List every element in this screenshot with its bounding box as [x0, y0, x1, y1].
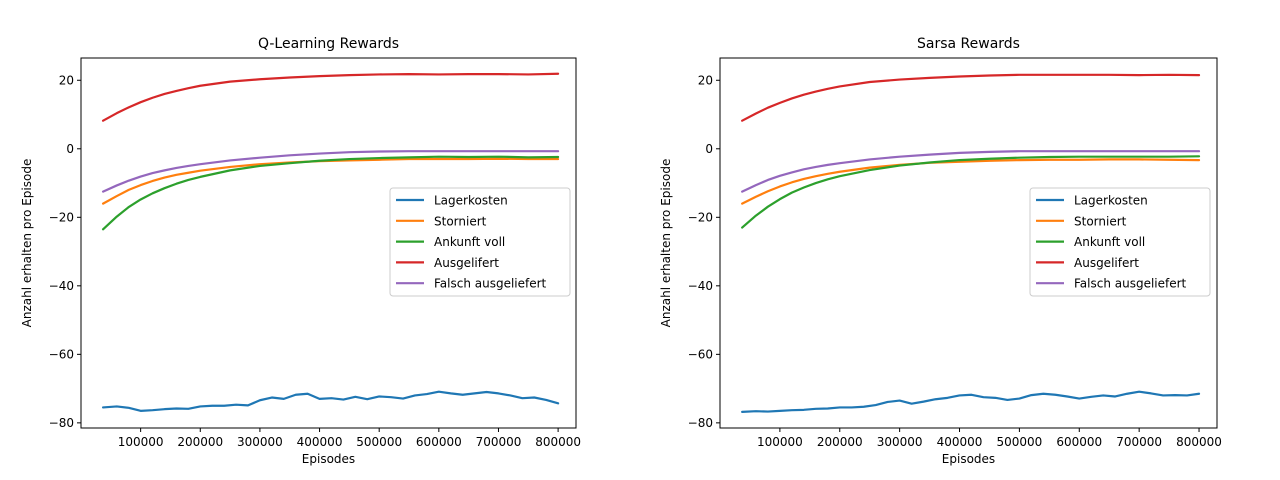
legend-entry-storniert: Storniert — [434, 214, 487, 228]
y-tick-label: −80 — [49, 416, 74, 430]
x-tick-label: 600000 — [416, 435, 462, 449]
y-tick-label: 20 — [698, 73, 713, 87]
x-tick-label: 300000 — [877, 435, 923, 449]
legend-entry-falsch-ausgeliefert: Falsch ausgeliefert — [434, 277, 547, 291]
x-axis-label: Episodes — [942, 452, 995, 466]
series-line-lagerkosten — [741, 390, 1201, 413]
x-axis-label: Episodes — [302, 452, 355, 466]
y-tick-label: −60 — [688, 347, 713, 361]
x-tick-label: 500000 — [356, 435, 402, 449]
legend-entry-falsch-ausgeliefert: Falsch ausgeliefert — [1074, 277, 1187, 291]
y-axis-label: Anzahl erhalten pro Episode — [659, 159, 673, 328]
series-lines — [101, 72, 560, 412]
series-line-falsch-ausgeliefert — [741, 150, 1201, 193]
legend-entry-lagerkosten: Lagerkosten — [1074, 194, 1148, 208]
y-axis-label: Anzahl erhalten pro Episode — [20, 159, 34, 328]
x-tick-label: 700000 — [476, 435, 522, 449]
chart-panel-1: 100000 200000 300000 400000 500000 600000 7000… — [20, 36, 581, 466]
y-tick-label: −40 — [49, 279, 74, 293]
x-tick-label: 300000 — [237, 435, 283, 449]
y-tick-label: 0 — [66, 142, 74, 156]
series-lines — [741, 73, 1201, 413]
series-line-ankunft-voll — [101, 155, 560, 231]
chart-title: Q-Learning Rewards — [258, 36, 399, 52]
y-tick-label: −40 — [688, 279, 713, 293]
series-line-ausgelifert — [741, 73, 1201, 122]
x-tick-label: 800000 — [535, 435, 581, 449]
legend-box — [389, 187, 571, 297]
y-tick-label: −20 — [49, 210, 74, 224]
legend-entry-ausgelifert: Ausgelifert — [1074, 256, 1139, 270]
x-tick-label: 200000 — [177, 435, 223, 449]
y-tick-label: −20 — [688, 210, 713, 224]
legend-entry-ankunft-voll: Ankunft voll — [1074, 235, 1145, 249]
legend-box — [1029, 187, 1211, 297]
series-line-ausgelifert — [101, 72, 560, 122]
y-tick-label: 20 — [59, 73, 74, 87]
axes-frame — [719, 57, 1218, 429]
axes-frame — [80, 57, 577, 429]
chart-title: Sarsa Rewards — [917, 36, 1020, 52]
x-tick-label: 400000 — [937, 435, 983, 449]
series-line-lagerkosten — [101, 390, 560, 412]
series-line-falsch-ausgeliefert — [101, 150, 560, 193]
series-line-storniert — [101, 157, 560, 205]
y-tick-label: 0 — [705, 142, 713, 156]
x-tick-label: 600000 — [1056, 435, 1102, 449]
x-tick-label: 100000 — [118, 435, 164, 449]
legend-entry-lagerkosten: Lagerkosten — [434, 194, 508, 208]
x-tick-label: 700000 — [1116, 435, 1162, 449]
legend-entry-storniert: Storniert — [1074, 214, 1127, 228]
chart-panel-2: 100000 200000 300000 400000 500000 600000 7000… — [659, 36, 1222, 466]
y-tick-label: −80 — [688, 416, 713, 430]
x-tick-label: 100000 — [757, 435, 803, 449]
legend-entry-ausgelifert: Ausgelifert — [434, 256, 499, 270]
legend: Lagerkosten Storniert Ankunft voll Ausgelif… — [389, 187, 571, 297]
x-tick-label: 400000 — [297, 435, 343, 449]
legend: Lagerkosten Storniert Ankunft voll Ausgelif… — [1029, 187, 1211, 297]
x-tick-label: 500000 — [996, 435, 1042, 449]
x-tick-label: 200000 — [817, 435, 863, 449]
series-line-ankunft-voll — [741, 155, 1201, 229]
legend-entry-ankunft-voll: Ankunft voll — [434, 235, 505, 249]
x-tick-label: 800000 — [1176, 435, 1222, 449]
y-tick-label: −60 — [49, 347, 74, 361]
